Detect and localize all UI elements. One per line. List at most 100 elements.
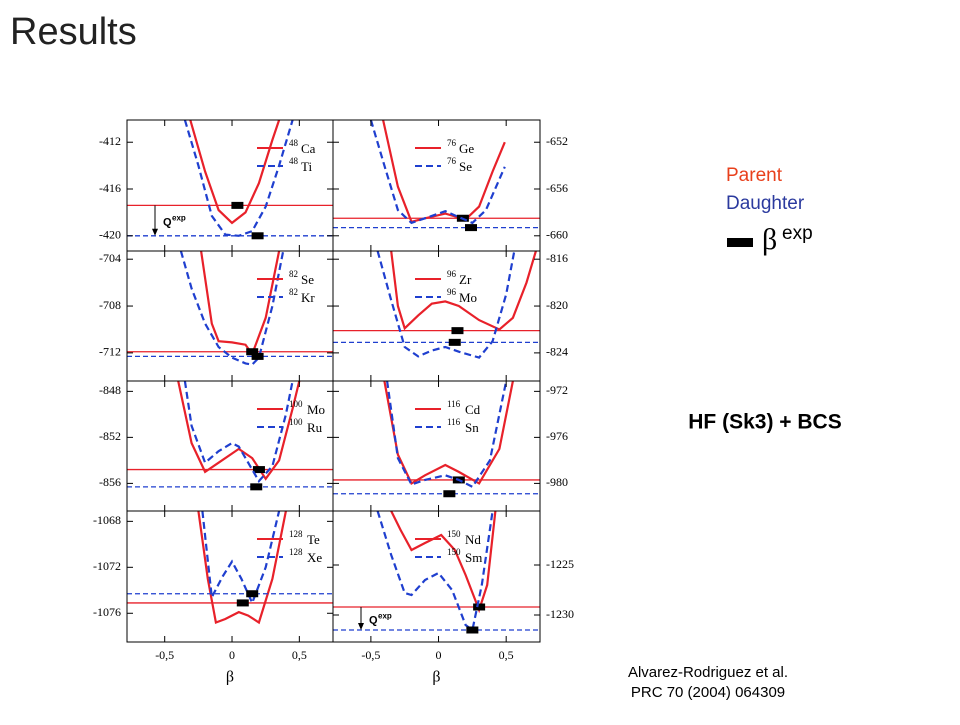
legend-element: Zr: [459, 272, 472, 287]
beta-exp-marker: [251, 352, 264, 360]
y-tick-label: -1072: [93, 559, 121, 573]
legend-isotope: 96: [447, 287, 457, 297]
citation-line: Alvarez-Rodriguez et al.: [628, 664, 788, 681]
legend-isotope: 96: [447, 269, 457, 279]
legend-beta: β: [762, 223, 777, 256]
legend-isotope: 128: [289, 529, 303, 539]
beta-exp-marker: [451, 327, 464, 335]
citation-line: PRC 70 (2004) 064309: [631, 684, 785, 701]
y-tick-label: -824: [546, 345, 568, 359]
x-tick-label: -0,5: [155, 648, 174, 662]
legend-isotope: 116: [447, 399, 461, 409]
legend-element: Ti: [301, 159, 312, 174]
panel-frame: [126, 119, 334, 252]
legend-element: Ru: [307, 420, 323, 435]
y-tick-label: -416: [99, 181, 121, 195]
beta-exp-marker: [236, 599, 249, 607]
beta-exp-marker: [473, 603, 486, 611]
energy-curve: [177, 381, 301, 481]
y-tick-label: -852: [99, 429, 121, 443]
panel: [333, 511, 540, 634]
x-axis-label: β: [226, 669, 234, 686]
legend-element: Mo: [307, 402, 325, 417]
legend-element: Ge: [459, 141, 474, 156]
x-tick-label: 0,5: [292, 648, 307, 662]
energy-curve: [376, 251, 516, 359]
energy-curve: [390, 511, 497, 614]
panel: [333, 381, 540, 498]
legend-element: Sm: [465, 550, 482, 565]
panel: [127, 120, 333, 240]
energy-curve: [390, 251, 537, 331]
legend-daughter: Daughter: [726, 193, 805, 214]
panel-frame: [332, 250, 541, 382]
panel: [127, 381, 333, 491]
panel: [127, 251, 333, 366]
legend-exp-marker: [727, 238, 753, 247]
energy-curve: [183, 120, 294, 237]
panel-frame: [332, 119, 541, 252]
q-sup: exp: [172, 214, 186, 223]
y-tick-label: -656: [546, 181, 568, 195]
panel-frame: [332, 510, 541, 643]
panel: [333, 251, 540, 359]
y-tick-label: -1230: [546, 607, 574, 621]
slide-title: Results: [10, 11, 137, 53]
y-tick-label: -704: [99, 251, 121, 265]
energy-curve: [183, 381, 294, 483]
y-tick-label: -708: [99, 298, 121, 312]
x-tick-label: 0: [229, 648, 235, 662]
energy-curve: [179, 251, 285, 366]
x-tick-label: -0,5: [361, 648, 380, 662]
y-tick-label: -420: [99, 228, 121, 242]
legend-element: Se: [301, 272, 314, 287]
y-tick-label: -412: [99, 134, 121, 148]
q-arrowhead: [152, 228, 158, 236]
panel-frame: [126, 250, 334, 382]
beta-exp-marker: [448, 338, 461, 346]
panel: [127, 511, 333, 625]
beta-exp-marker: [246, 348, 259, 356]
method-label: HF (Sk3) + BCS: [688, 411, 841, 434]
y-tick-label: -660: [546, 228, 568, 242]
beta-exp-marker: [465, 224, 477, 232]
y-tick-label: -976: [546, 429, 568, 443]
energy-curve: [383, 381, 514, 485]
y-tick-label: -712: [99, 345, 121, 359]
legend-isotope: 150: [447, 529, 461, 539]
legend-element: Sn: [465, 420, 479, 435]
energy-curve: [201, 511, 281, 606]
energy-curve: [376, 511, 494, 632]
y-tick-label: -816: [546, 251, 568, 265]
beta-exp-marker: [246, 590, 259, 598]
legend-isotope: 76: [447, 138, 457, 148]
legend-isotope: 100: [289, 399, 303, 409]
beta-exp-marker: [251, 232, 264, 240]
beta-exp-marker: [250, 483, 263, 491]
legend-isotope: 48: [289, 156, 299, 166]
x-tick-label: 0,5: [499, 648, 514, 662]
y-tick-label: -1225: [546, 557, 574, 571]
x-axis-label: β: [432, 669, 440, 686]
legend-isotope: 100: [289, 417, 303, 427]
energy-curve: [386, 381, 508, 489]
energy-curve: [382, 120, 506, 224]
y-tick-label: -1068: [93, 513, 121, 527]
beta-exp-marker: [231, 201, 244, 209]
legend-isotope: 76: [447, 156, 457, 166]
legend-isotope: 150: [447, 547, 461, 557]
y-tick-label: -848: [99, 383, 121, 397]
legend-exp: exp: [782, 223, 813, 244]
beta-exp-marker: [466, 626, 479, 634]
y-tick-label: -820: [546, 298, 568, 312]
q-label: Q: [369, 614, 378, 626]
legend-element: Ca: [301, 141, 316, 156]
legend-parent: Parent: [726, 165, 783, 186]
q-arrowhead: [358, 623, 364, 630]
legend-element: Kr: [301, 290, 315, 305]
legend-element: Nd: [465, 532, 481, 547]
legend-element: Cd: [465, 402, 481, 417]
beta-exp-marker: [443, 490, 456, 498]
y-tick-label: -856: [99, 475, 121, 489]
